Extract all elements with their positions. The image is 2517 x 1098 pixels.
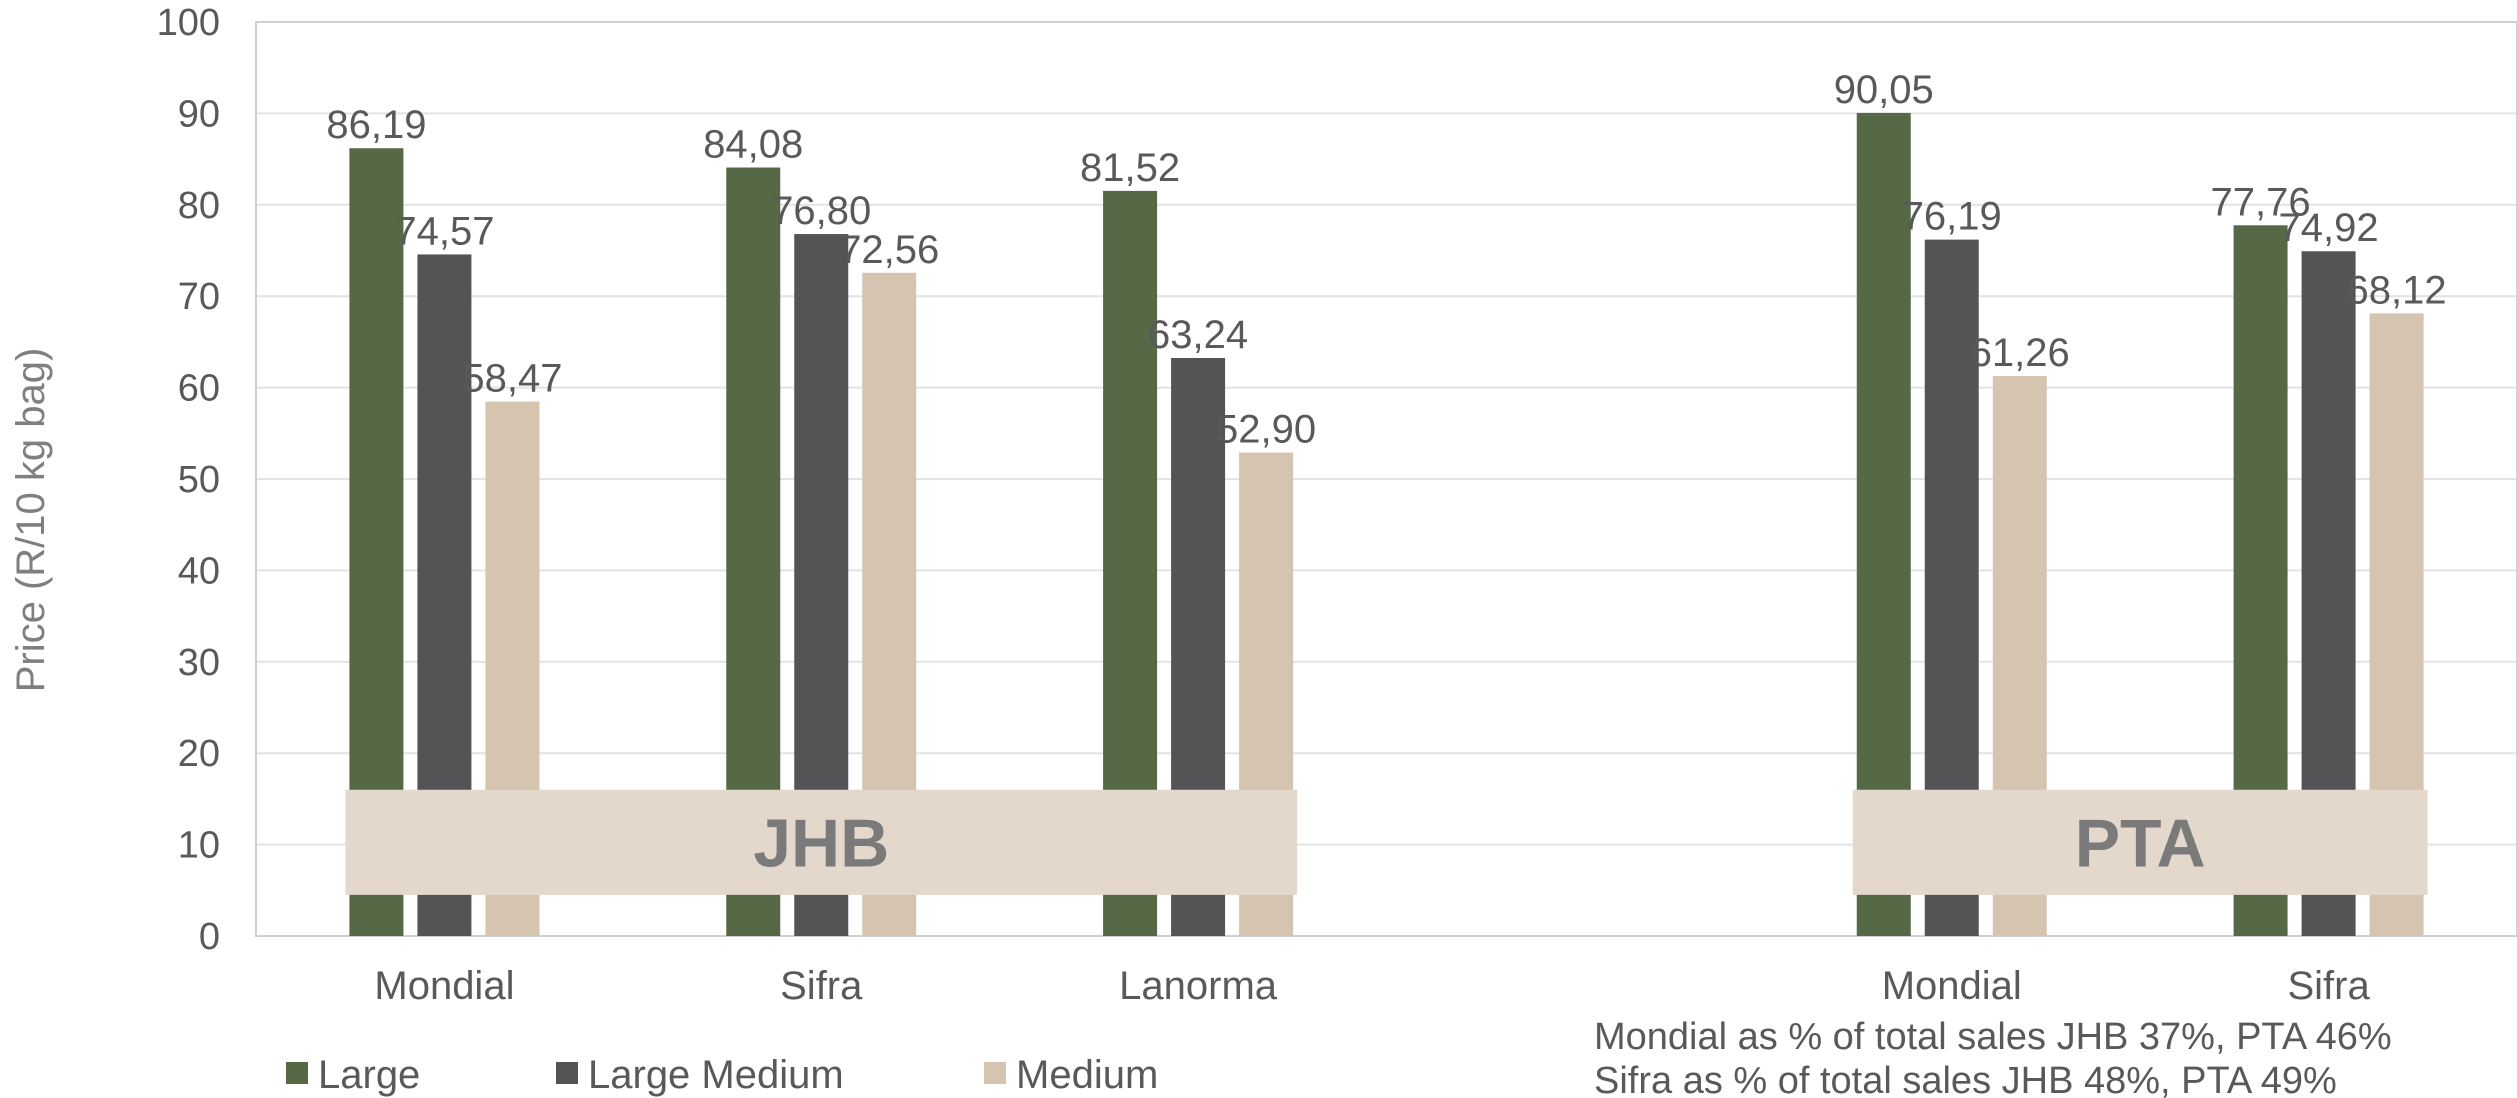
data-label: 52,90 xyxy=(1216,407,1316,451)
y-tick-label: 10 xyxy=(178,825,220,867)
data-label: 77,76 xyxy=(2211,180,2311,224)
data-label: 58,47 xyxy=(462,357,562,401)
y-tick-label: 50 xyxy=(178,459,220,501)
data-label: 81,52 xyxy=(1080,146,1180,190)
y-tick-label: 30 xyxy=(178,642,220,684)
x-tick-label: Sifra xyxy=(2287,964,2370,1008)
y-tick-label: 20 xyxy=(178,733,220,775)
legend-swatch xyxy=(984,1062,1006,1084)
y-axis-ticks: 0 10 20 30 40 50 60 70 80 90 100 xyxy=(157,2,220,958)
data-label: 76,19 xyxy=(1902,195,2002,239)
y-tick-label: 40 xyxy=(178,550,220,592)
data-label: 72,56 xyxy=(839,228,939,272)
legend-swatch xyxy=(556,1062,578,1084)
data-label: 74,57 xyxy=(394,209,494,253)
region-label-pta: PTA xyxy=(2075,805,2206,881)
region-labels: JHB PTA xyxy=(345,789,2428,895)
x-tick-label: Lanorma xyxy=(1119,964,1278,1008)
sales-note: Mondial as % of total sales JHB 37%, PTA… xyxy=(1594,1016,2392,1058)
x-tick-label: Sifra xyxy=(780,964,863,1008)
y-tick-label: 90 xyxy=(178,93,220,135)
data-label: 74,92 xyxy=(2279,206,2379,250)
data-label: 68,12 xyxy=(2347,268,2447,312)
x-axis-ticks: Mondial Sifra Lanorma Mondial Sifra xyxy=(374,964,2370,1008)
y-tick-label: 70 xyxy=(178,276,220,318)
sales-note: Sifra as % of total sales JHB 48%, PTA 4… xyxy=(1594,1060,2337,1098)
region-label-jhb: JHB xyxy=(753,805,889,881)
legend-label: Large xyxy=(318,1053,420,1097)
plot-area-frame xyxy=(255,21,2517,937)
sales-notes: Mondial as % of total sales JHB 37%, PTA… xyxy=(1594,1016,2392,1098)
data-label: 90,05 xyxy=(1834,68,1934,112)
y-tick-label: 60 xyxy=(178,368,220,410)
y-axis-title: Price (R/10 kg bag) xyxy=(9,348,53,693)
region-box-pta xyxy=(1852,789,2428,895)
data-label: 86,19 xyxy=(326,103,426,147)
data-label: 84,08 xyxy=(703,123,803,167)
x-tick-label: Mondial xyxy=(1882,964,2022,1008)
legend-swatch xyxy=(286,1062,308,1084)
data-label: 76,80 xyxy=(771,189,871,233)
y-tick-label: 0 xyxy=(199,916,220,958)
data-label: 61,26 xyxy=(1970,331,2070,375)
data-labels: 86,19 84,08 81,52 90,05 77,76 74,57 76,80 63,24… xyxy=(326,68,2446,452)
data-label: 63,24 xyxy=(1148,313,1248,357)
legend-label: Medium xyxy=(1016,1053,1158,1097)
x-tick-label: Mondial xyxy=(374,964,514,1008)
legend: Large Large Medium Medium xyxy=(286,1053,1158,1097)
legend-label: Large Medium xyxy=(588,1053,844,1097)
y-tick-label: 100 xyxy=(157,2,220,44)
region-box-jhb xyxy=(345,789,1298,895)
y-tick-label: 80 xyxy=(178,185,220,227)
